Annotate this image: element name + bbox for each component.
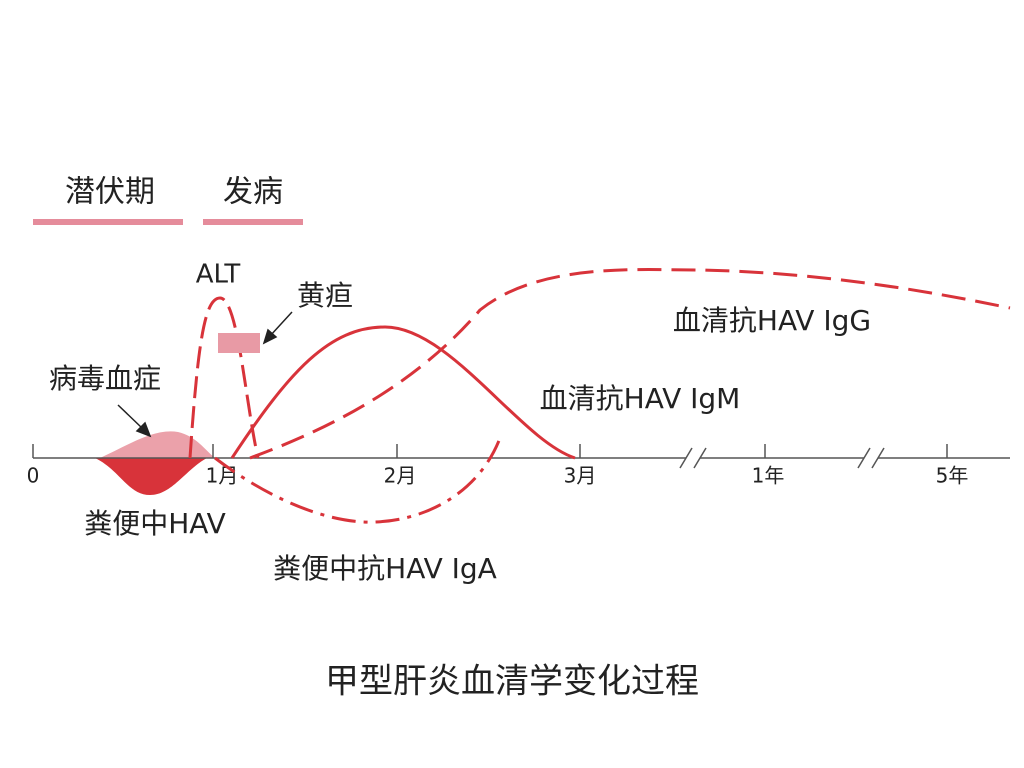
axis-tick-label: 0 xyxy=(27,464,40,488)
igg-curve xyxy=(249,268,1011,460)
caption: 甲型肝炎血清学变化过程 xyxy=(325,662,699,702)
axis-break xyxy=(679,447,885,469)
axis-tick-label: 2月 xyxy=(384,464,417,488)
label: 血清抗HAV IgM xyxy=(540,382,741,415)
alt-curve xyxy=(188,296,260,459)
label: 血清抗HAV IgG xyxy=(673,304,871,337)
viremia-area xyxy=(100,431,215,458)
arrow xyxy=(117,311,293,438)
phase-label: 潜伏期 xyxy=(65,175,155,210)
label: 黄疸 xyxy=(297,279,353,312)
phase-label: 发病 xyxy=(223,175,283,210)
label: 粪便中抗HAV IgA xyxy=(273,552,497,585)
axis xyxy=(32,444,1010,459)
curves xyxy=(188,268,1011,524)
label: ALT xyxy=(196,260,241,290)
iga-curve xyxy=(214,437,502,524)
jaundice-bar xyxy=(218,333,260,353)
fecal-hav-area xyxy=(95,458,207,495)
axis-tick-label: 3月 xyxy=(564,464,597,488)
axis-tick-label: 1月 xyxy=(206,464,239,488)
label: 病毒血症 xyxy=(49,362,161,395)
axis-tick-label: 5年 xyxy=(936,464,969,488)
axis-tick-label: 1年 xyxy=(752,464,785,488)
label: 粪便中HAV xyxy=(84,507,226,540)
igm-curve xyxy=(230,325,576,460)
